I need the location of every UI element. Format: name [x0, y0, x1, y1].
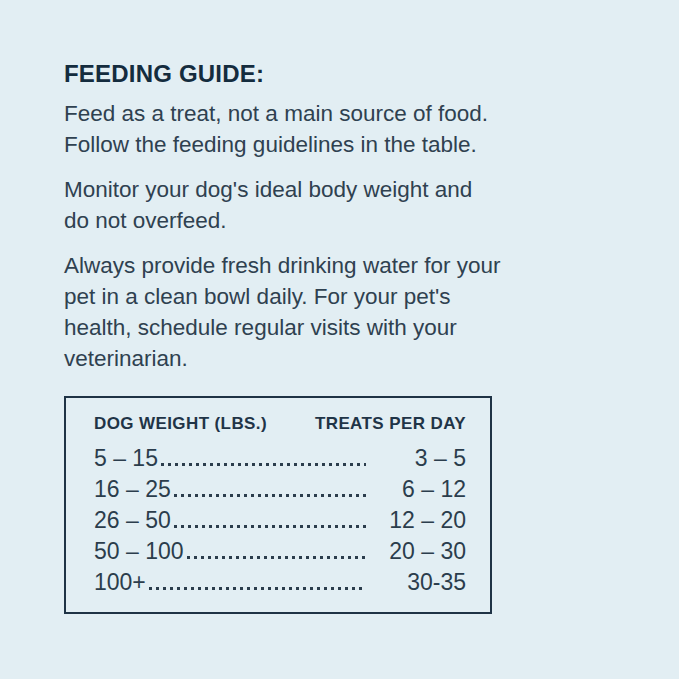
dot-leader	[185, 536, 366, 567]
table-row: 50 – 100 20 – 30	[94, 536, 466, 567]
treats-range: 30-35	[382, 567, 466, 598]
column-header-dog-weight: DOG WEIGHT (LBS.)	[94, 414, 267, 434]
table-row: 26 – 50 12 – 20	[94, 505, 466, 536]
paragraph-monitor-weight: Monitor your dog's ideal body weight and…	[64, 174, 639, 236]
feeding-guide-heading: FEEDING GUIDE:	[64, 58, 639, 90]
weight-range: 16 – 25	[94, 474, 171, 505]
dot-leader	[172, 505, 366, 536]
dot-leader	[147, 567, 366, 598]
treats-range: 20 – 30	[382, 536, 466, 567]
weight-range: 26 – 50	[94, 505, 171, 536]
treats-range: 3 – 5	[382, 443, 466, 474]
weight-range: 50 – 100	[94, 536, 184, 567]
paragraph-fresh-water: Always provide fresh drinking water for …	[64, 250, 639, 374]
table-row: 16 – 25 6 – 12	[94, 474, 466, 505]
treats-range: 12 – 20	[382, 505, 466, 536]
feeding-table-header: DOG WEIGHT (LBS.) TREATS PER DAY	[94, 414, 466, 434]
treats-range: 6 – 12	[382, 474, 466, 505]
feeding-guide-page: FEEDING GUIDE: Feed as a treat, not a ma…	[0, 0, 679, 679]
weight-range: 5 – 15	[94, 443, 158, 474]
paragraph-feed-as-treat: Feed as a treat, not a main source of fo…	[64, 98, 639, 160]
column-header-treats-per-day: TREATS PER DAY	[315, 414, 466, 434]
feeding-table: DOG WEIGHT (LBS.) TREATS PER DAY 5 – 15 …	[64, 396, 492, 614]
dot-leader	[172, 474, 366, 505]
weight-range: 100+	[94, 567, 146, 598]
table-row: 5 – 15 3 – 5	[94, 443, 466, 474]
table-row: 100+ 30-35	[94, 567, 466, 598]
dot-leader	[159, 443, 366, 474]
